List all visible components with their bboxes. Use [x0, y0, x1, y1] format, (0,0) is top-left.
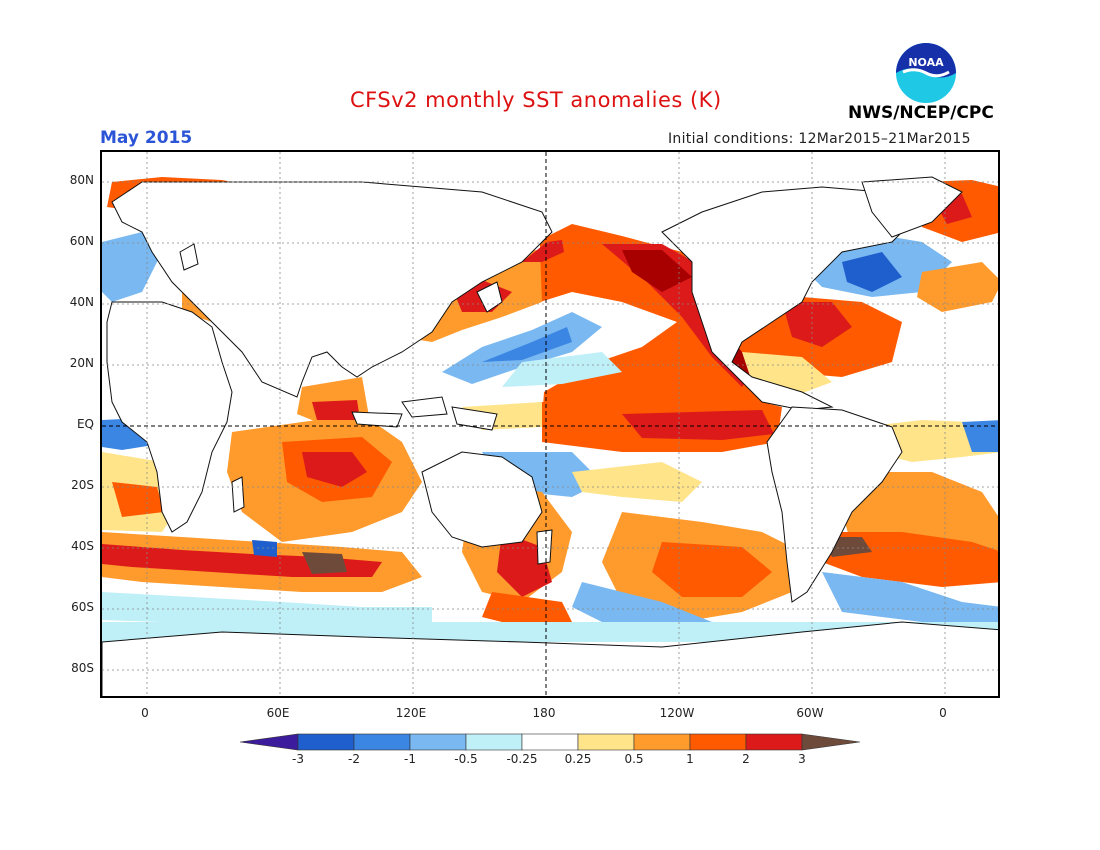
colorbar-swatch-7 [633, 733, 691, 751]
colorbar-swatch-11 [801, 733, 861, 751]
noaa-logo-text: NOAA [908, 56, 944, 69]
colorbar-label: -2 [348, 752, 360, 766]
colorbar-label: 0.25 [564, 752, 592, 766]
colorbar-label: -0.25 [506, 752, 538, 766]
lat-label-20s: 20S [71, 478, 94, 492]
forecast-month: May 2015 [100, 128, 193, 148]
lat-label-80s: 80S [71, 661, 94, 675]
lat-label-60n: 60N [69, 234, 94, 248]
colorbar-swatch-4 [465, 733, 523, 751]
colorbar-swatch-3 [409, 733, 467, 751]
colorbar-swatches [239, 733, 861, 751]
anomaly-field [102, 177, 998, 642]
colorbar-swatch-9 [745, 733, 803, 751]
lon-label-0-right: 0 [939, 706, 947, 720]
colorbar-swatch-0 [239, 733, 299, 751]
colorbar-label: -1 [404, 752, 416, 766]
equator-dateline [102, 152, 998, 696]
colorbar-label: -0.5 [454, 752, 478, 766]
graticule [102, 152, 998, 696]
colorbar-swatch-2 [353, 733, 411, 751]
initial-conditions: Initial conditions: 12Mar2015–21Mar2015 [668, 131, 971, 147]
lon-label-180: 180 [532, 706, 556, 720]
map-canvas [102, 152, 998, 696]
lon-label-120w: 120W [659, 706, 695, 720]
colorbar-label: 1 [686, 752, 694, 766]
colorbar-label: 0.5 [624, 752, 644, 766]
colorbar-swatch-8 [689, 733, 747, 751]
noaa-logo: NOAA [895, 42, 957, 104]
lon-label-60w: 60W [796, 706, 824, 720]
lat-label-60s: 60S [71, 600, 94, 614]
map-title: CFSv2 monthly SST anomalies (K) [350, 88, 722, 112]
lat-label-40s: 40S [71, 539, 94, 553]
colorbar [239, 732, 861, 772]
sst-anomaly-map [100, 150, 1000, 698]
lon-label-0: 0 [141, 706, 149, 720]
lat-label-40n: 40N [69, 295, 94, 309]
colorbar-swatch-5 [521, 733, 579, 751]
lon-label-120e: 120E [395, 706, 427, 720]
colorbar-label: -3 [292, 752, 304, 766]
agency-label: NWS/NCEP/CPC [848, 103, 994, 123]
colorbar-swatch-1 [297, 733, 355, 751]
colorbar-label: 2 [742, 752, 750, 766]
lat-label-eq: EQ [76, 417, 94, 431]
lat-label-80n: 80N [69, 173, 94, 187]
colorbar-swatch-6 [577, 733, 635, 751]
lat-label-20n: 20N [69, 356, 94, 370]
lon-label-60e: 60E [266, 706, 290, 720]
colorbar-label: 3 [798, 752, 806, 766]
